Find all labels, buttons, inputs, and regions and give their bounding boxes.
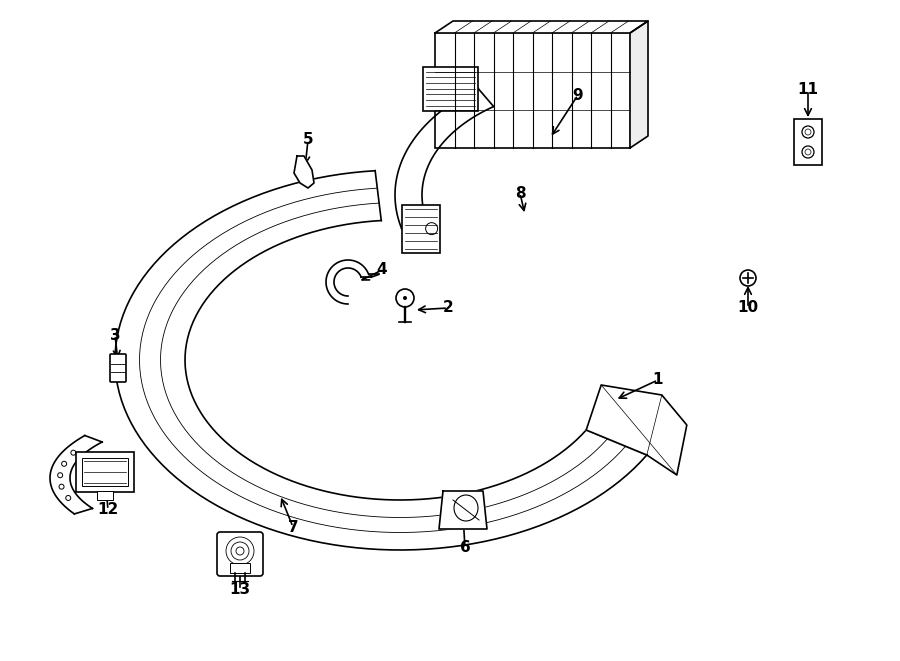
Text: 13: 13: [230, 582, 250, 598]
Polygon shape: [586, 385, 687, 475]
Text: 9: 9: [572, 87, 583, 102]
Circle shape: [396, 289, 414, 307]
Bar: [794, 119, 822, 165]
Bar: [230, 563, 250, 573]
Circle shape: [740, 270, 756, 286]
Polygon shape: [630, 21, 648, 148]
Polygon shape: [435, 21, 648, 33]
Text: 3: 3: [110, 327, 121, 342]
FancyBboxPatch shape: [76, 452, 134, 492]
FancyBboxPatch shape: [217, 532, 263, 576]
Polygon shape: [50, 436, 103, 514]
Text: 6: 6: [460, 541, 471, 555]
Text: 8: 8: [515, 186, 526, 200]
FancyBboxPatch shape: [82, 458, 128, 486]
FancyBboxPatch shape: [435, 33, 630, 148]
Text: 1: 1: [652, 373, 663, 387]
Polygon shape: [294, 156, 314, 188]
Circle shape: [403, 296, 407, 300]
Polygon shape: [326, 260, 369, 304]
Polygon shape: [401, 205, 439, 253]
Text: 4: 4: [377, 262, 387, 278]
Bar: [97, 491, 113, 500]
Polygon shape: [115, 171, 647, 550]
Text: 2: 2: [443, 301, 454, 315]
FancyBboxPatch shape: [110, 354, 126, 382]
Polygon shape: [439, 491, 487, 529]
Text: 12: 12: [97, 502, 119, 518]
Text: 5: 5: [302, 132, 313, 147]
Text: 11: 11: [797, 83, 818, 98]
Polygon shape: [423, 67, 478, 110]
Text: 7: 7: [288, 520, 298, 535]
Polygon shape: [395, 89, 493, 229]
Text: 10: 10: [737, 301, 759, 315]
